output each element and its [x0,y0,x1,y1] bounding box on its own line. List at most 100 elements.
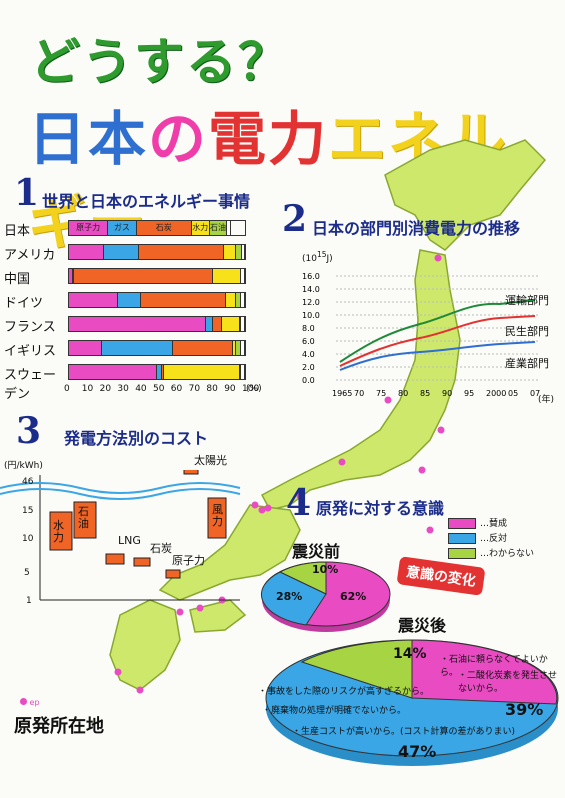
bar-segment [74,269,214,283]
section1-axis-tick: 40 [135,384,147,394]
section1-row-bar [68,292,246,308]
s3-label-nuclear: 原子力 [172,554,205,567]
section1-row-bar [68,244,246,260]
section1-number: 1 [14,172,40,214]
s3-label-coal: 石炭 [150,542,172,555]
section2-ytick: 12.0 [302,298,320,307]
bar-segment [222,317,240,331]
section1-row-bar [68,316,246,332]
before-unknown-pct: 10% [312,563,339,576]
bar-segment [239,365,242,379]
section3-yunit: (円/kWh) [4,461,43,471]
section1-row-bar [68,364,246,380]
pie-before [261,561,391,632]
bar-segment: ガス [108,221,137,235]
section1-row-bar [68,268,246,284]
s3-label-wind: 風力 [212,503,223,528]
section1-row-label: スウェーデン [4,368,57,402]
section1-row-label: 日本 [4,224,31,239]
bar-segment [213,317,223,331]
title-part-no: の [148,105,209,173]
bar-segment [225,293,237,307]
bar-segment [69,269,73,283]
section1-axis-tick: 30 [117,384,129,394]
bar-segment [118,293,142,307]
bar-segment [206,317,214,331]
bar-segment [69,365,158,379]
legend-for: …賛成 [448,516,507,529]
bar-segment [164,365,240,379]
section2-xtick: 70 [354,389,364,398]
bar-segment [72,269,75,283]
section2-xtick: 1965 [332,389,352,398]
bar-segment [69,293,119,307]
bar-segment [241,269,245,283]
section4-title: 原発に対する意識 [316,499,445,518]
section2-xtick: 85 [420,389,430,398]
section2-xtick: 75 [376,389,386,398]
section2-ytick: 10.0 [302,311,320,320]
section1-row-label: ドイツ [4,296,44,311]
reason-against-1: ・事故をした際のリスクが高すぎるから。 [258,687,430,697]
section1-axis-tick: 10 [81,384,94,394]
bar-segment [213,269,242,283]
section2-number: 2 [282,198,308,240]
s3-label-hydro: 水力 [53,519,64,544]
bar-segment [241,245,245,259]
section2-ytick: 2.0 [302,363,315,372]
bar-segment: 石炭 [136,221,192,235]
section1-row-label: フランス [4,320,56,335]
bar-segment [239,317,242,331]
section2-ytick: 16.0 [302,272,320,281]
bar-segment [69,245,105,259]
bar-segment [241,341,245,355]
bar-segment [236,245,242,259]
section3-cost-chart [0,470,241,601]
section1-axis-tick: 0 [64,384,70,394]
after-against-pct: 47% [398,742,437,761]
section2-xunit: (年) [538,395,555,405]
section1-axis-tick: 100 [242,384,260,394]
bar-segment: 原子力 [69,221,109,235]
bar-segment [162,365,165,379]
before-against-pct: 28% [276,590,303,603]
bar-segment [241,365,245,379]
section2-line-chart: 16.0 14.0 12.0 10.0 8.0 6.0 4.0 2.0 0.0 1965 70 75… [302,272,540,398]
section2-xtick: 05 [508,389,518,398]
bar-segment [232,341,237,355]
series-label-industry: 産業部門 [505,357,549,370]
series-label-transport: 運輸部門 [505,294,549,307]
section1-axis-tick: 90 [224,384,236,394]
section1-title: 世界と日本のエネルギー事情 [42,192,251,211]
section1-axis-tick: 70 [188,384,201,394]
bar-segment [104,245,140,259]
legend-against: …反対 [448,531,507,544]
bar-segment [141,293,226,307]
after-unknown-pct: 14% [393,646,427,662]
reason-for-1: ・石油に頼らなくてよいから。 [440,655,548,678]
reason-for-2: ・二酸化炭素を発生させないから。 [458,671,558,694]
section2-ytick: 14.0 [302,285,320,294]
section4-number: 4 [286,482,312,524]
section2-xtick: 80 [398,389,408,398]
s3-ytick-46: 46 [22,477,34,487]
map-legend: 原発所在地 [14,716,104,737]
before-title: 震災前 [292,542,341,561]
section1-axis-tick: 50 [153,384,165,394]
bar-segment [227,221,231,235]
bar-segment [69,341,103,355]
title-part-denryoku: 電力 [208,105,329,173]
legend-unknown: …わからない [448,546,534,559]
section2-title: 日本の部門別消費電力の推移 [312,219,521,238]
section1-row-bar: 原子力 ガス 石炭 水力 石油 [68,220,246,236]
section2-ytick: 8.0 [302,324,315,333]
s3-ytick-1: 1 [26,596,32,606]
before-for-pct: 62% [340,590,367,603]
series-label-consumer: 民生部門 [505,325,549,338]
section1-row-label: 中国 [4,272,31,287]
section2-xtick: 90 [442,389,452,398]
section1-axis-unit: (%) [246,384,262,394]
section1-row-bar [68,340,246,356]
section2-xtick: 95 [464,389,474,398]
